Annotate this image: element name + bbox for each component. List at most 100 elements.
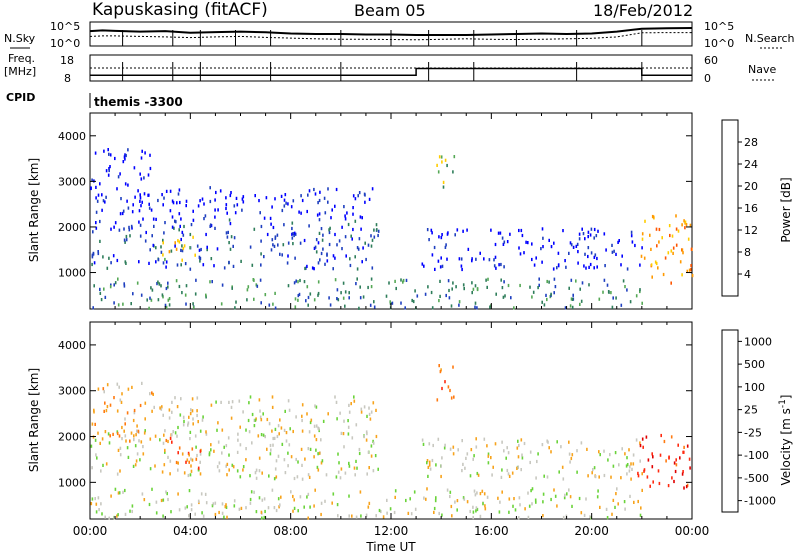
heatmap-cell: [154, 434, 157, 438]
heatmap-cell: [228, 260, 230, 264]
heatmap-cell: [130, 431, 133, 435]
heatmap-cell: [545, 293, 547, 297]
heatmap-cell: [182, 423, 185, 427]
heatmap-cell: [165, 305, 168, 309]
heatmap-cell: [358, 447, 361, 452]
heatmap-cell: [446, 257, 448, 261]
heatmap-cell: [368, 501, 371, 505]
heatmap-cell: [215, 400, 217, 404]
heatmap-cell: [587, 235, 589, 239]
heatmap-cell: [230, 235, 233, 239]
heatmap-cell: [200, 492, 203, 496]
heatmap-cell: [133, 408, 136, 413]
heatmap-cell: [120, 400, 123, 404]
heatmap-cell: [581, 281, 584, 285]
heatmap-cell: [223, 266, 226, 270]
heatmap-cell: [139, 196, 142, 200]
heatmap-cell: [204, 214, 207, 218]
heatmap-cell: [181, 452, 184, 456]
heatmap-cell: [180, 237, 182, 242]
heatmap-cell: [185, 302, 187, 306]
heatmap-cell: [313, 424, 316, 428]
heatmap-cell: [536, 459, 538, 464]
heatmap-cell: [610, 291, 612, 295]
heatmap-cell: [151, 288, 154, 292]
heatmap-cell: [421, 438, 424, 442]
heatmap-cell: [129, 234, 131, 238]
heatmap-cell: [189, 430, 192, 434]
heatmap-cell: [508, 497, 511, 501]
heatmap-cell: [556, 266, 558, 270]
heatmap-cell: [538, 283, 540, 287]
heatmap-cell: [219, 189, 222, 193]
heatmap-cell: [139, 193, 141, 197]
heatmap-cell: [535, 500, 537, 504]
heatmap-cell: [287, 464, 289, 468]
heatmap-cell: [190, 457, 192, 461]
heatmap-cell: [107, 173, 110, 177]
heatmap-cell: [96, 199, 99, 203]
heatmap-cell: [165, 490, 167, 494]
heatmap-cell: [253, 424, 256, 428]
heatmap-cell: [348, 296, 350, 300]
power-ylabel: Slant Range [km]: [27, 158, 41, 262]
heatmap-cell: [684, 220, 687, 224]
heatmap-cell: [300, 194, 302, 198]
heatmap-cell: [618, 463, 620, 467]
heatmap-cell: [160, 245, 162, 249]
heatmap-cell: [176, 201, 178, 205]
heatmap-cell: [155, 246, 157, 250]
heatmap-cell: [354, 255, 356, 259]
heatmap-cell: [451, 287, 453, 291]
heatmap-cell: [249, 501, 252, 505]
heatmap-cell: [435, 463, 437, 467]
heatmap-cell: [508, 474, 511, 478]
heatmap-cell: [691, 274, 694, 278]
heatmap-cell: [116, 187, 118, 191]
heatmap-cell: [218, 469, 221, 473]
heatmap-cell: [548, 238, 550, 242]
heatmap-cell: [242, 410, 244, 414]
heatmap-cell: [318, 218, 321, 222]
heatmap-cell: [120, 197, 122, 201]
heatmap-cell: [339, 411, 341, 415]
heatmap-cell: [427, 465, 430, 469]
heatmap-cell: [412, 299, 415, 304]
colorbar-tick-label: 20: [744, 180, 758, 193]
heatmap-cell: [471, 259, 473, 263]
heatmap-cell: [584, 237, 586, 241]
heatmap-cell: [165, 265, 167, 269]
heatmap-cell: [629, 465, 631, 469]
heatmap-cell: [153, 405, 155, 409]
heatmap-cell: [370, 277, 373, 281]
heatmap-cell: [175, 247, 178, 251]
heatmap-cell: [162, 261, 165, 265]
heatmap-cell: [439, 294, 441, 298]
heatmap-cell: [292, 242, 294, 246]
heatmap-cell: [129, 509, 131, 513]
heatmap-cell: [126, 446, 129, 450]
heatmap-cell: [540, 247, 542, 251]
heatmap-cell: [271, 238, 274, 242]
heatmap-cell: [284, 409, 286, 413]
heatmap-cell: [677, 229, 680, 233]
heatmap-cell: [364, 200, 366, 204]
heatmap-cell: [361, 260, 363, 264]
heatmap-cell: [596, 265, 598, 269]
heatmap-cell: [461, 469, 463, 473]
heatmap-cell: [293, 498, 295, 502]
heatmap-cell: [118, 434, 121, 438]
heatmap-cell: [643, 469, 645, 473]
heatmap-cell: [256, 284, 259, 288]
heatmap-cell: [113, 301, 115, 305]
heatmap-cell: [270, 448, 272, 452]
heatmap-cell: [370, 410, 373, 414]
heatmap-cell: [332, 254, 335, 258]
noise-left-tick-top: 10^5: [50, 20, 80, 33]
heatmap-cell: [287, 241, 290, 245]
heatmap-cell: [614, 505, 616, 509]
heatmap-cell: [374, 454, 377, 458]
heatmap-cell: [301, 418, 303, 423]
heatmap-cell: [180, 217, 182, 221]
heatmap-cell: [99, 219, 101, 224]
